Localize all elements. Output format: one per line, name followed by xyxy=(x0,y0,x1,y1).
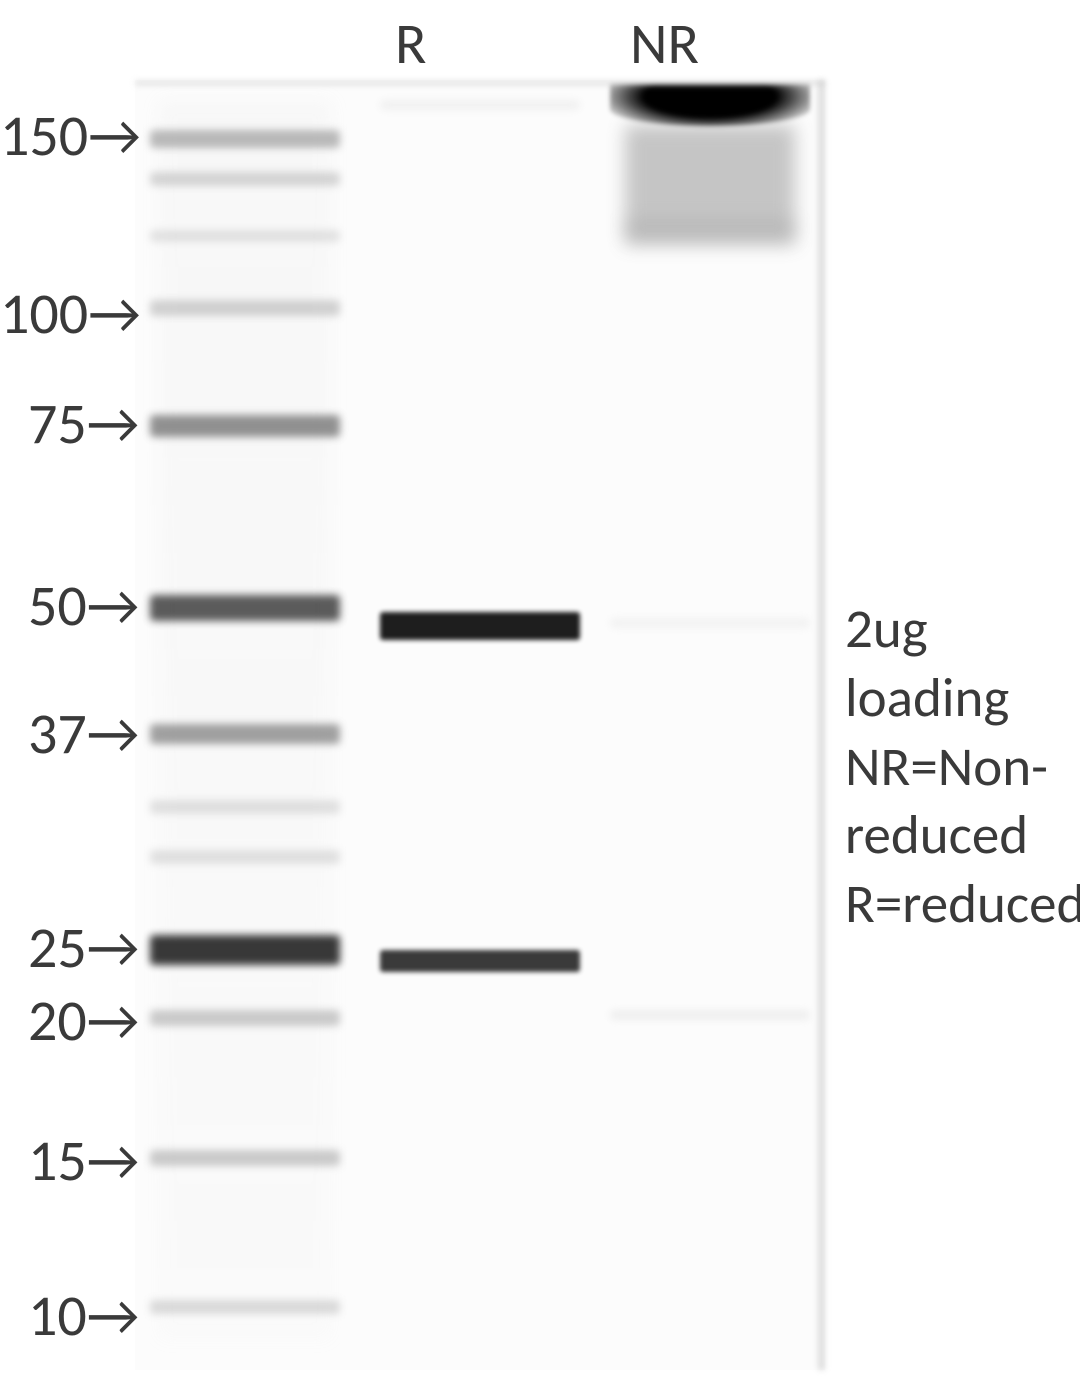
legend-line: NR=Non- xyxy=(845,733,1080,802)
mw-label: 150→ xyxy=(0,100,141,171)
mw-label: 25→ xyxy=(28,912,139,983)
band-ladder xyxy=(150,415,340,437)
mw-label: 50→ xyxy=(28,570,139,641)
band-r xyxy=(380,612,580,640)
lane-header-nr-text: NR xyxy=(630,8,699,79)
band-ladder xyxy=(150,172,340,186)
mw-label: 15→ xyxy=(28,1125,139,1196)
band-ladder xyxy=(150,230,340,242)
legend-text: 2ug loadingNR=Non-reducedR=reduced xyxy=(845,595,1080,939)
band-nr xyxy=(610,84,810,126)
band-r-faint xyxy=(380,100,580,110)
band-ladder xyxy=(150,800,340,814)
mw-label: 10→ xyxy=(28,1280,139,1351)
band-ladder xyxy=(150,1010,340,1026)
band-ladder xyxy=(150,300,340,316)
band-r xyxy=(380,950,580,972)
band-ladder xyxy=(150,850,340,864)
lane-header-nr: NR xyxy=(630,8,699,79)
mw-label: 20→ xyxy=(28,985,139,1056)
legend-line: 2ug loading xyxy=(845,595,1080,733)
mw-label: 100→ xyxy=(0,278,141,349)
band-ladder xyxy=(150,1150,340,1166)
lane-header-r-text: R xyxy=(395,8,427,79)
band-ladder xyxy=(150,595,340,621)
band-ladder xyxy=(150,130,340,148)
legend-line: R=reduced xyxy=(845,870,1080,939)
band-nr-faint xyxy=(610,1010,810,1020)
band-ladder xyxy=(150,724,340,744)
band-nr-smear xyxy=(625,220,795,238)
band-ladder xyxy=(150,935,340,965)
mw-label: 75→ xyxy=(28,388,139,459)
legend-line: reduced xyxy=(845,801,1080,870)
lane-header-r: R xyxy=(395,8,427,79)
band-nr-faint xyxy=(610,618,810,628)
mw-label: 37→ xyxy=(28,698,139,769)
band-ladder xyxy=(150,1300,340,1314)
